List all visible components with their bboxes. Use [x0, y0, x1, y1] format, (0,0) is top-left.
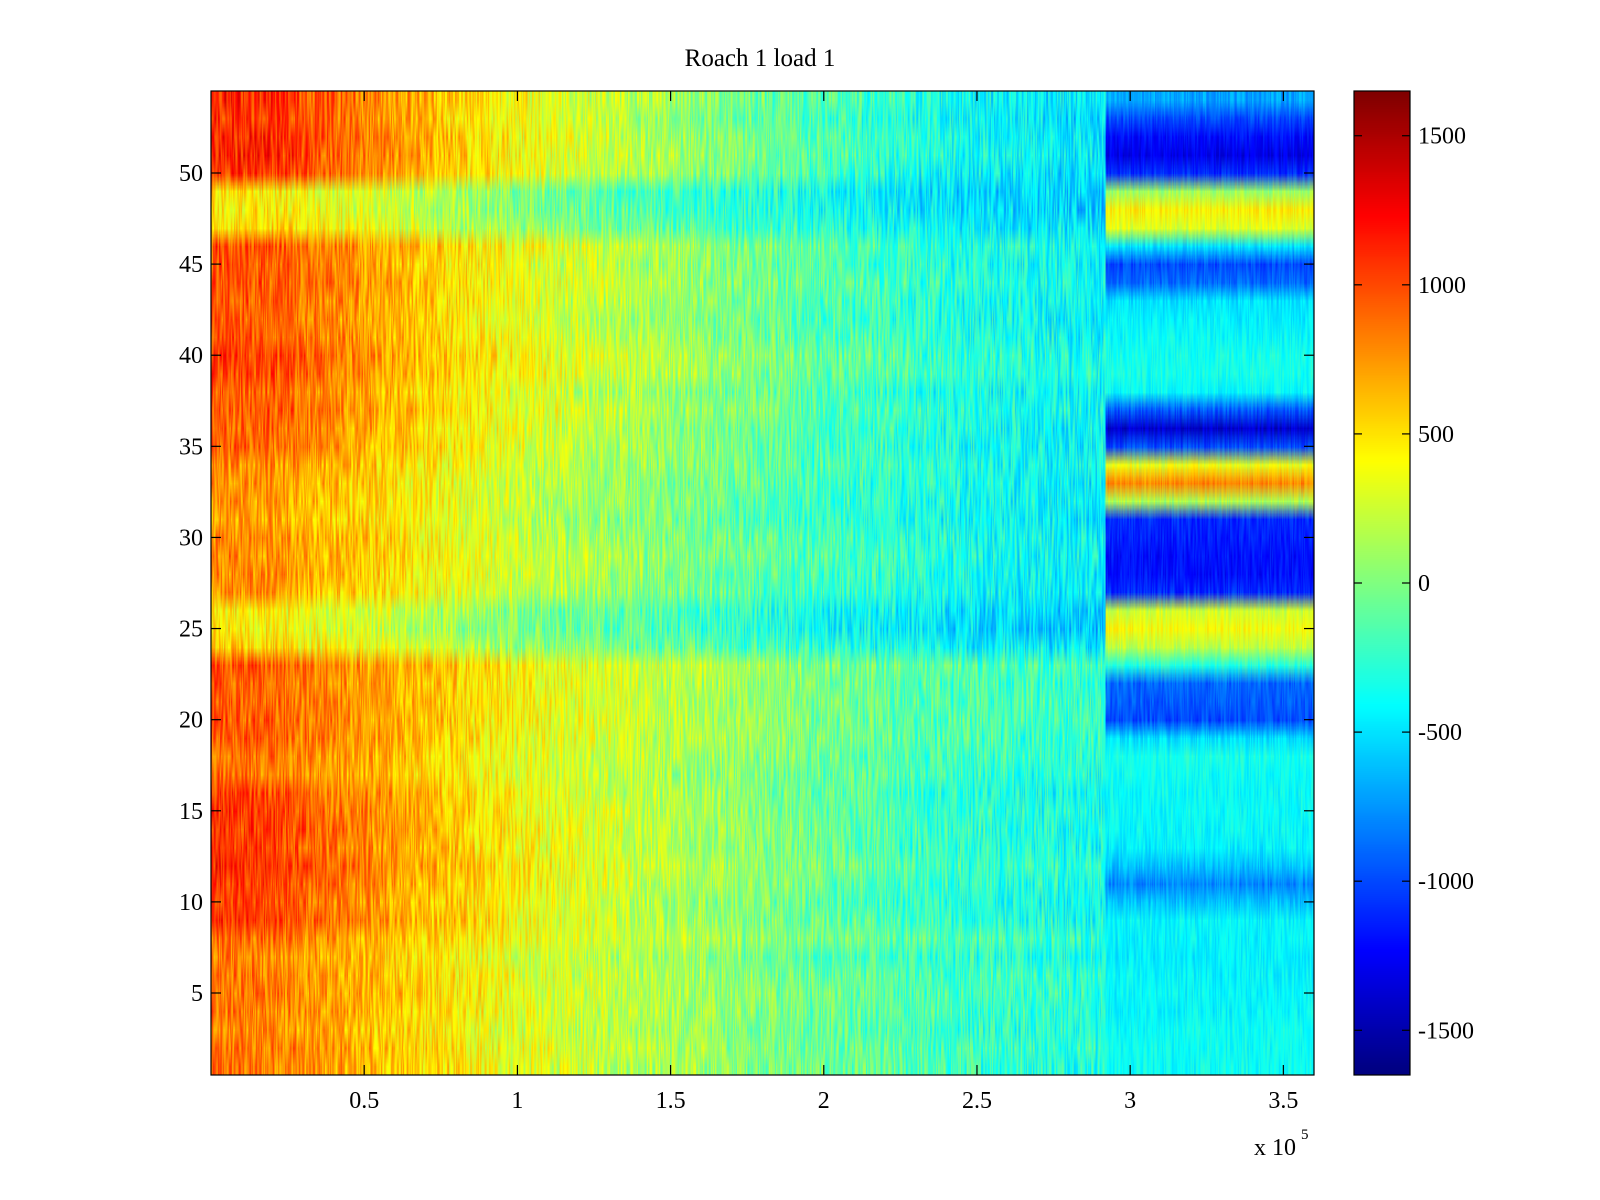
colorbar-tick-label: 500: [1418, 422, 1454, 448]
y-tick-label: 35: [179, 434, 203, 460]
plot-frame: [210, 90, 1315, 1076]
y-tick-label: 45: [179, 252, 203, 278]
colorbar-tick-label: 0: [1418, 571, 1430, 597]
x-exponent-base: x 10: [1254, 1135, 1296, 1161]
colorbar-tick-label: -500: [1418, 720, 1462, 746]
chart-title: Roach 1 load 1: [685, 45, 836, 72]
x-axis-exponent: x 10 5: [1254, 1127, 1309, 1161]
y-tick-label: 5: [191, 981, 203, 1007]
x-axis-ticks: 0.5 1 1.5 2 2.5 3 3.5: [349, 91, 1298, 1114]
y-tick-label: 50: [179, 161, 203, 187]
y-axis-ticks: 5 10 15 20 25 30 35 40 45 50: [179, 161, 1314, 1007]
y-tick-label: 40: [179, 343, 203, 369]
colorbar-tick-label: 1500: [1418, 124, 1466, 150]
x-tick-label: 1.5: [656, 1088, 686, 1114]
x-tick-label: 0.5: [349, 1088, 379, 1114]
x-exponent-power: 5: [1301, 1127, 1309, 1143]
y-tick-label: 10: [179, 890, 203, 916]
colorbar-gradient: [1354, 91, 1410, 1075]
y-tick-label: 25: [179, 617, 203, 643]
heatmap-cells: [211, 91, 1314, 1075]
x-tick-label: 3.5: [1268, 1088, 1298, 1114]
x-tick-label: 3: [1124, 1088, 1136, 1114]
x-tick-label: 2: [818, 1088, 830, 1114]
y-tick-label: 15: [179, 799, 203, 825]
colorbar-tick-label: 1000: [1418, 273, 1466, 299]
heatmap-plot-area: 0.5 1 1.5 2 2.5 3 3.5 5 10 15 20 25 30 35 40 45 50 x 10…: [179, 90, 1315, 1161]
colorbar-tick-label: -1000: [1418, 869, 1474, 895]
x-tick-label: 2.5: [962, 1088, 992, 1114]
colorbar-tick-label: -1500: [1418, 1018, 1474, 1044]
colorbar: -1500 -1000 -500 0 500 1000 1500: [1353, 90, 1474, 1076]
colorbar-ticks: -1500 -1000 -500 0 500 1000 1500: [1354, 124, 1474, 1044]
y-tick-label: 30: [179, 525, 203, 551]
x-tick-label: 1: [511, 1088, 523, 1114]
y-tick-label: 20: [179, 708, 203, 734]
